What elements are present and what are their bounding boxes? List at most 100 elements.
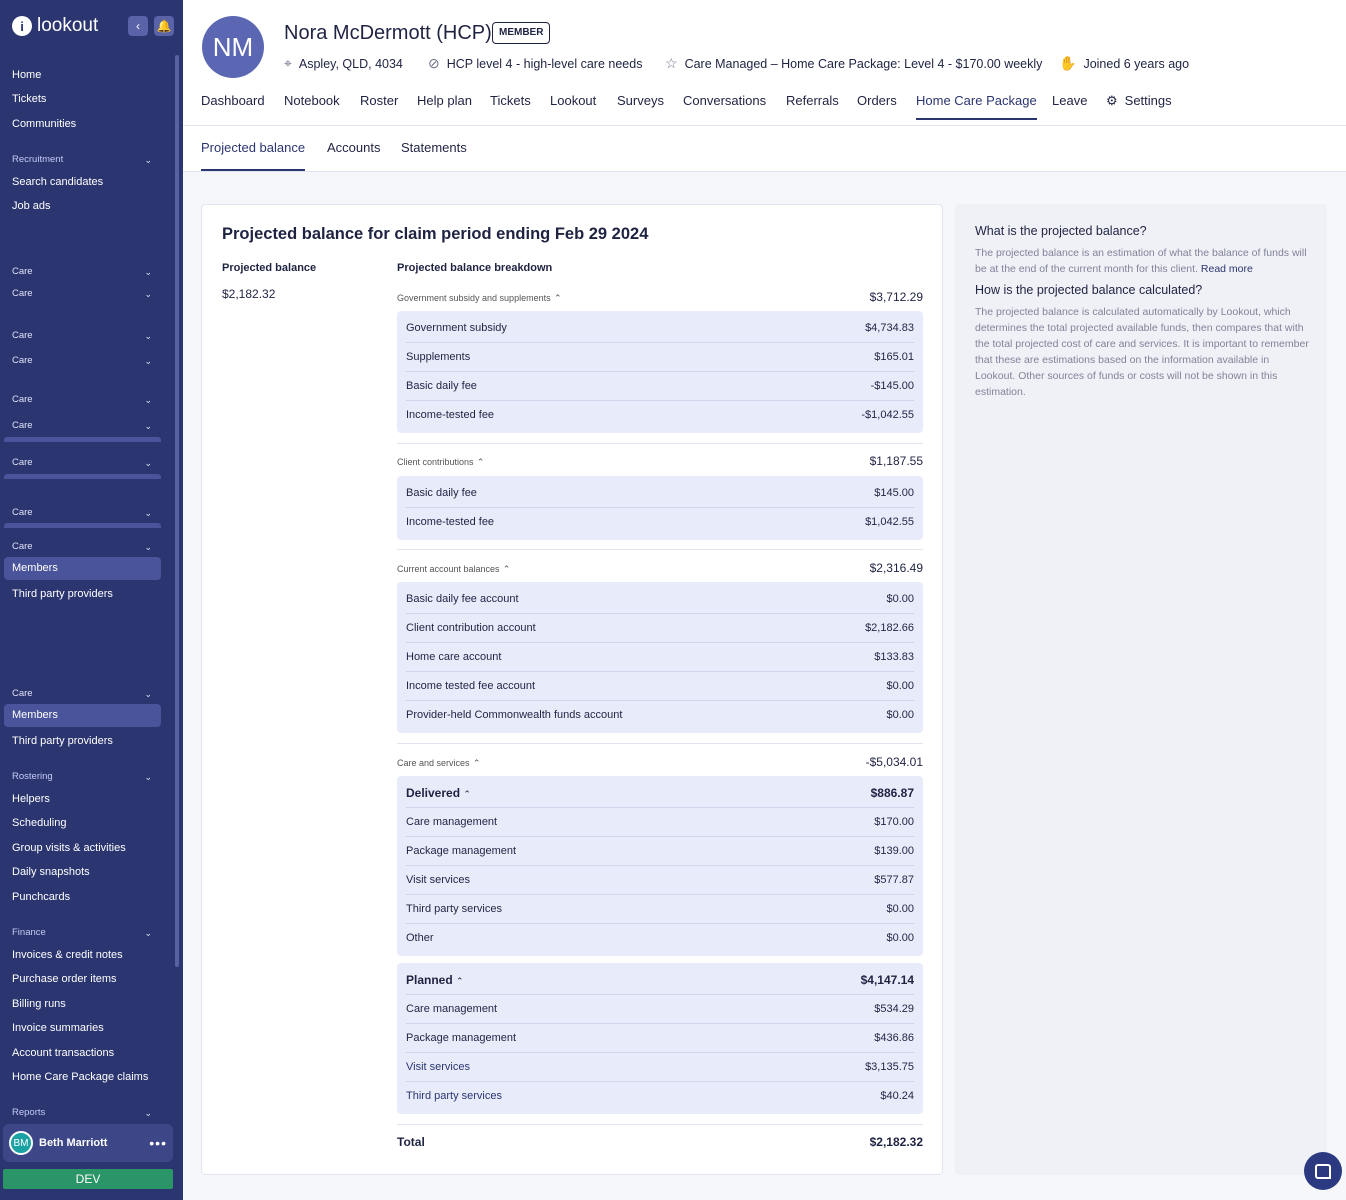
sidebar-scrollbar[interactable] [175,55,179,967]
section-care[interactable]: Care ⌄ [12,688,152,700]
group-title: Client contributions [397,457,474,467]
sidebar-item-hcp-claims[interactable]: Home Care Package claims [12,1071,149,1083]
tab-orders[interactable]: Orders [857,93,897,108]
visit-services-link[interactable]: Visit services [406,1061,470,1073]
sidebar-item-purchase-order-items[interactable]: Purchase order items [12,973,117,985]
tab-notebook[interactable]: Notebook [284,93,340,108]
planned-header[interactable]: Planned ⌃ $4,147.14 [406,973,914,988]
table-row: Third party services $0.00 [406,902,914,916]
projected-balance-label: Projected balance [222,262,317,274]
user-menu[interactable]: BM Beth Marriott ••• [3,1124,173,1162]
subtab-accounts[interactable]: Accounts [327,140,381,155]
group-header-client-contributions[interactable]: Client contributions ⌃ $1,187.55 [397,454,923,468]
sidebar-item-members[interactable]: Members [4,704,161,727]
table-row: Income-tested fee $1,042.55 [406,515,914,529]
sidebar-item-communities[interactable]: Communities [12,118,77,130]
row-label: Income-tested fee [406,409,495,421]
subtab-projected-balance[interactable]: Projected balance [201,140,306,171]
group-rows-government: Government subsidy $4,734.83 Supplements $… [397,311,923,433]
sidebar-item-helpers[interactable]: Helpers [12,793,50,805]
row-value: $436.86 [874,1032,914,1044]
chevron-up-icon: ⌃ [456,976,464,986]
group-value: $3,712.29 [869,290,923,304]
row-divider [406,1052,914,1053]
sidebar-item-third-party-providers[interactable]: Third party providers [12,735,113,747]
section-care[interactable]: Care ⌄ [12,541,152,553]
third-party-services-link[interactable]: Third party services [406,1090,502,1102]
section-title: Care [12,266,33,277]
sidebar-item-invoice-summaries[interactable]: Invoice summaries [12,1022,104,1034]
section-reports[interactable]: Reports ⌄ [12,1107,152,1119]
sidebar-item-daily-snapshots[interactable]: Daily snapshots [12,866,90,878]
section-title: Reports [12,1107,46,1118]
section-finance[interactable]: Finance ⌄ [12,927,152,939]
row-value: $4,147.14 [860,973,914,987]
section-care[interactable]: Care ⌄ [12,394,152,406]
section-care[interactable]: Care ⌄ [12,288,152,300]
chevron-down-icon: ⌄ [144,689,152,699]
projected-balance-value: $2,182.32 [222,287,276,301]
more-icon[interactable]: ••• [149,1135,167,1151]
subtab-statements[interactable]: Statements [401,140,467,155]
tab-leave[interactable]: Leave [1052,93,1088,108]
member-avatar: NM [202,16,264,78]
row-divider [406,1023,914,1024]
tab-tickets[interactable]: Tickets [490,93,531,108]
notifications-button[interactable]: 🔔 [154,16,174,36]
sidebar-item-group-visits[interactable]: Group visits & activities [12,842,126,854]
row-value: $139.00 [874,845,914,857]
section-recruitment[interactable]: Recruitment ⌄ [12,154,152,166]
info-answer-1: The projected balance is an estimation o… [975,245,1311,277]
delivered-header[interactable]: Delivered ⌃ $886.87 [406,786,914,801]
sidebar-item-billing-runs[interactable]: Billing runs [12,998,66,1010]
chevron-up-icon: ⌃ [502,564,511,574]
gear-icon: ⚙ [1106,93,1118,108]
tab-surveys[interactable]: Surveys [617,93,664,108]
section-care[interactable]: Care ⌄ [12,420,152,432]
tab-settings[interactable]: ⚙ Settings [1106,93,1172,109]
group-header-account-balances[interactable]: Current account balances ⌃ $2,316.49 [397,561,923,575]
info-question-1: What is the projected balance? [975,224,1147,238]
read-more-link[interactable]: Read more [1200,263,1253,275]
section-care[interactable]: Care ⌄ [12,507,152,519]
row-divider [406,807,914,808]
sidebar-item-punchcards[interactable]: Punchcards [12,891,71,903]
collapsed-item-strip [4,474,161,479]
sidebar-item-home[interactable]: Home [12,69,42,81]
sidebar-item-account-transactions[interactable]: Account transactions [12,1047,115,1059]
sidebar-item-tickets[interactable]: Tickets [12,93,47,105]
section-title: Care [12,420,33,431]
chat-launcher-button[interactable] [1304,1152,1342,1190]
section-care[interactable]: Care ⌄ [12,457,152,469]
tab-roster[interactable]: Roster [360,93,399,108]
sidebar-item-invoices[interactable]: Invoices & credit notes [12,949,123,961]
table-row: Care management $170.00 [406,815,914,829]
sidebar-item-members[interactable]: Members [4,557,161,580]
group-header-care-and-services[interactable]: Care and services ⌃ -$5,034.01 [397,755,923,769]
section-care[interactable]: Care ⌄ [12,330,152,342]
group-header-government[interactable]: Government subsidy and supplements ⌃ $3,7… [397,290,923,304]
sidebar-item-job-ads[interactable]: Job ads [12,200,51,212]
tab-dashboard[interactable]: Dashboard [201,93,265,108]
tab-lookout[interactable]: Lookout [550,93,597,108]
chevron-down-icon: ⌄ [144,356,152,366]
table-row: Supplements $165.01 [406,350,914,364]
sidebar-item-search-candidates[interactable]: Search candidates [12,176,104,188]
collapse-sidebar-button[interactable]: ‹ [128,16,148,36]
brand-logo[interactable]: i lookout [12,14,98,38]
group-rows-planned: Planned ⌃ $4,147.14 Care management $534.2… [397,963,923,1114]
row-label: Third party services [406,903,502,915]
subtabs: Projected balance Accounts Statements [183,126,1346,172]
tab-referrals[interactable]: Referrals [786,93,839,108]
table-row: Basic daily fee account $0.00 [406,592,914,606]
section-care[interactable]: Care ⌄ [12,355,152,367]
section-care[interactable]: Care ⌄ [12,266,152,278]
tab-help-plan[interactable]: Help plan [417,93,472,108]
group-rows-delivered: Delivered ⌃ $886.87 Care management $170.0… [397,776,923,956]
sidebar-item-third-party-providers[interactable]: Third party providers [12,588,113,600]
sidebar-item-scheduling[interactable]: Scheduling [12,817,67,829]
row-divider [406,1081,914,1082]
tab-home-care-package[interactable]: Home Care Package [916,93,1037,120]
tab-conversations[interactable]: Conversations [683,93,767,108]
section-rostering[interactable]: Rostering ⌄ [12,771,152,783]
